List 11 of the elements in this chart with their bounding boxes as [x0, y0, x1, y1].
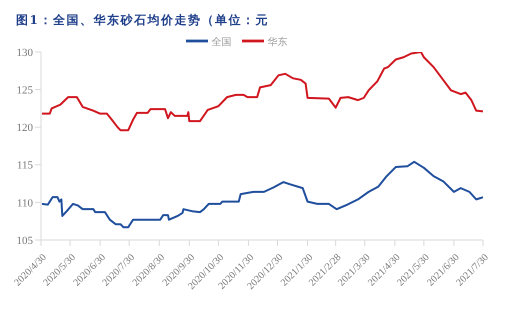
legend-label: 全国 [212, 37, 232, 48]
chart-title: 图1：全国、华东砂石均价走势（单位：元 [16, 12, 269, 29]
line-series [41, 160, 483, 228]
y-tick-label: 105 [16, 234, 34, 247]
y-tick-label: 110 [16, 197, 34, 210]
line-series [41, 52, 483, 132]
y-tick-label: 115 [16, 160, 34, 172]
y-tick-label: 125 [16, 84, 34, 97]
y-tick-label: 130 [16, 46, 34, 59]
y-tick-label: 120 [16, 122, 34, 134]
legend-label: 华东 [268, 37, 288, 48]
